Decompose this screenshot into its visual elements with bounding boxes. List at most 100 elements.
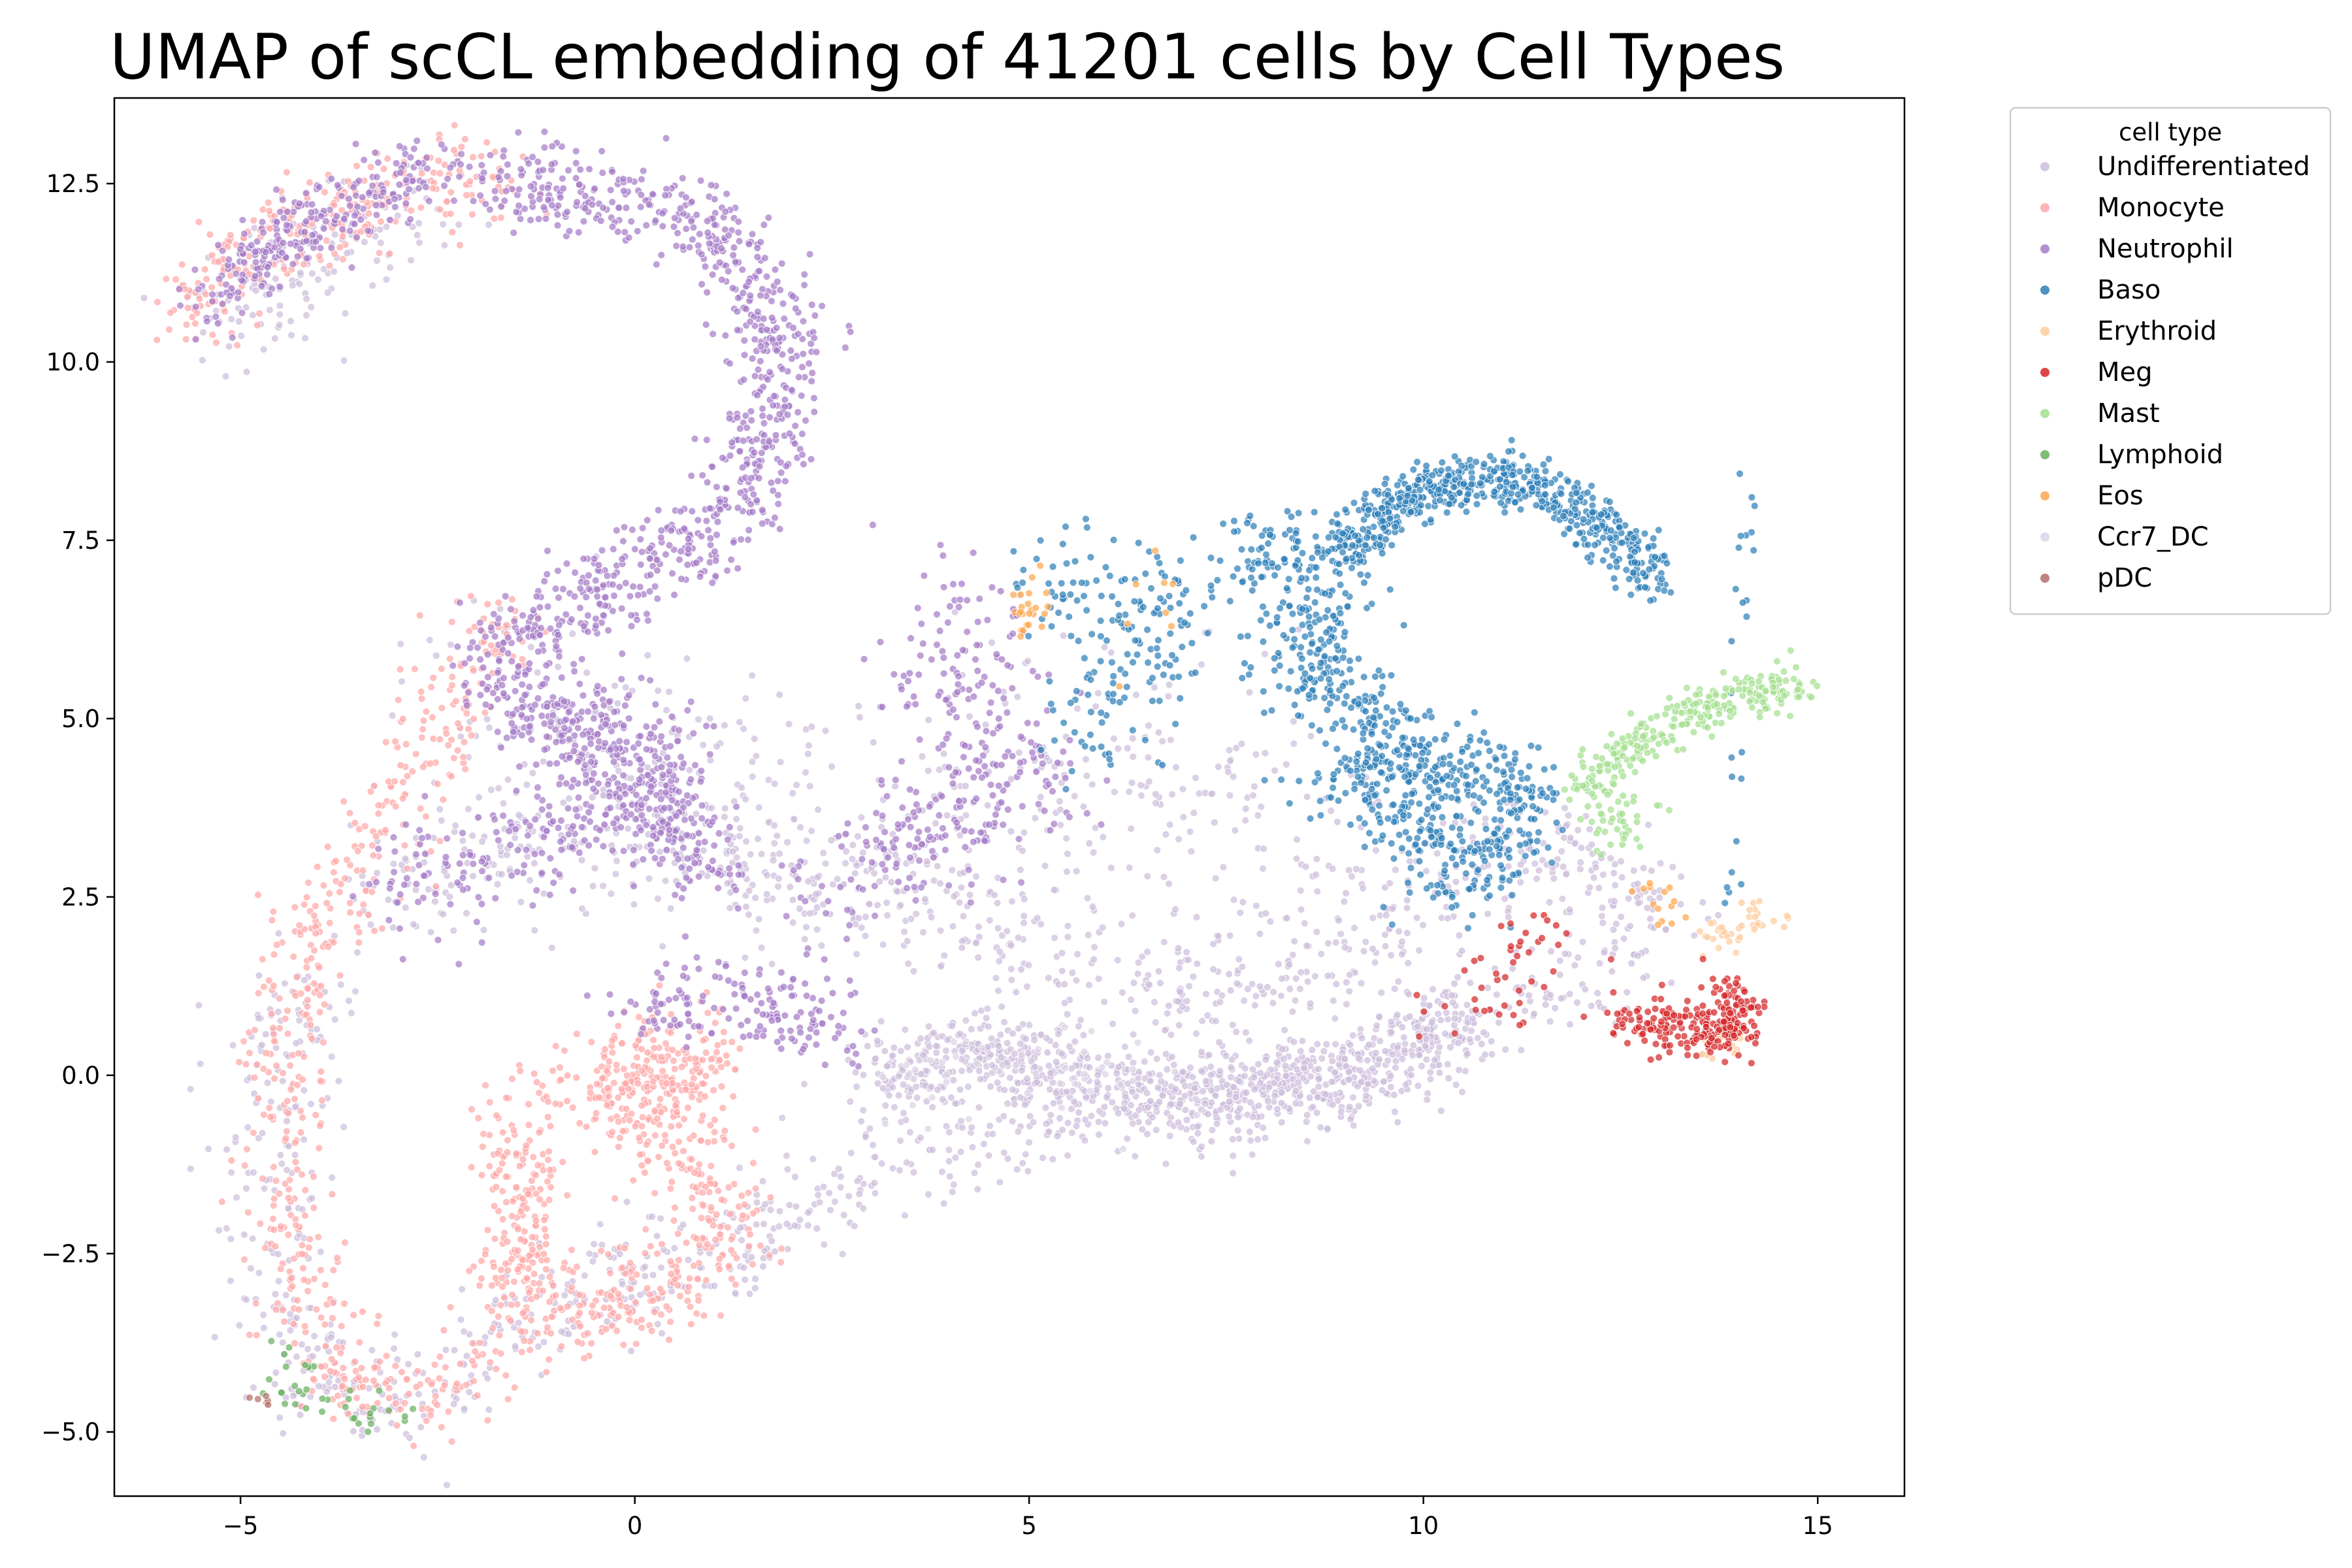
- scatter-point: [992, 974, 1000, 982]
- scatter-point: [713, 1041, 722, 1049]
- scatter-point: [1163, 1009, 1171, 1018]
- scatter-point: [318, 1096, 326, 1105]
- scatter-point: [275, 994, 284, 1003]
- scatter-point: [770, 779, 779, 788]
- scatter-point: [382, 275, 391, 284]
- scatter-point: [819, 1183, 828, 1191]
- scatter-point: [1209, 965, 1217, 973]
- scatter-point: [1125, 787, 1134, 796]
- scatter-point: [523, 1204, 531, 1213]
- scatter-point: [949, 1076, 958, 1085]
- scatter-point: [1075, 1022, 1083, 1030]
- scatter-point: [208, 283, 216, 291]
- scatter-point: [464, 805, 472, 813]
- scatter-point: [1437, 1016, 1445, 1024]
- scatter-point: [967, 1025, 975, 1034]
- scatter-point: [576, 1291, 583, 1299]
- scatter-point: [800, 935, 809, 943]
- scatter-point: [760, 1220, 768, 1228]
- scatter-point: [962, 782, 970, 790]
- scatter-point: [1388, 905, 1397, 913]
- scatter-point: [1261, 650, 1269, 658]
- scatter-point: [658, 1141, 666, 1150]
- scatter-point: [894, 1091, 903, 1100]
- scatter-point: [1525, 991, 1533, 1000]
- scatter-point: [433, 1401, 442, 1409]
- scatter-point: [1296, 985, 1304, 993]
- scatter-point: [1235, 955, 1243, 964]
- scatter-point: [1331, 1014, 1339, 1022]
- scatter-point: [589, 1257, 597, 1266]
- scatter-point: [267, 1113, 274, 1121]
- scatter-point: [246, 1049, 254, 1057]
- scatter-point: [804, 1209, 812, 1217]
- scatter-point: [646, 1242, 655, 1250]
- scatter-point: [265, 306, 274, 314]
- scatter-point: [388, 711, 397, 720]
- scatter-point: [454, 719, 462, 728]
- scatter-point: [731, 1065, 740, 1073]
- scatter-point: [289, 953, 298, 961]
- scatter-point: [353, 162, 361, 171]
- scatter-point: [1235, 1077, 1243, 1085]
- scatter-point: [431, 898, 439, 906]
- scatter-point: [607, 890, 615, 898]
- scatter-point: [557, 1075, 565, 1084]
- scatter-point: [248, 1234, 257, 1243]
- scatter-point: [1360, 947, 1368, 955]
- scatter-point: [1364, 1056, 1372, 1064]
- scatter-point: [752, 926, 760, 935]
- scatter-point: [1448, 998, 1457, 1007]
- scatter-point: [520, 1227, 529, 1235]
- scatter-point: [768, 1237, 776, 1245]
- scatter-point: [1661, 925, 1670, 934]
- scatter-point: [1094, 1071, 1102, 1079]
- scatter-point: [1171, 1085, 1179, 1093]
- scatter-point: [627, 774, 635, 783]
- scatter-point: [1124, 1079, 1132, 1088]
- scatter-point: [791, 440, 799, 448]
- scatter-point: [1072, 976, 1081, 985]
- scatter-point: [988, 1061, 996, 1070]
- scatter-point: [1328, 1057, 1337, 1066]
- scatter-point: [289, 1320, 298, 1328]
- scatter-point: [671, 1149, 679, 1158]
- scatter-point: [1313, 1040, 1322, 1048]
- scatter-point: [319, 1038, 327, 1047]
- scatter-point: [502, 1173, 510, 1181]
- scatter-point: [948, 866, 956, 874]
- scatter-point: [1227, 1063, 1235, 1071]
- scatter-point: [359, 1403, 367, 1411]
- scatter-point: [653, 1249, 661, 1258]
- scatter-point: [436, 735, 444, 743]
- scatter-point: [226, 1277, 235, 1285]
- scatter-point: [951, 1154, 960, 1162]
- scatter-point: [1157, 1077, 1166, 1085]
- scatter-point: [393, 1355, 402, 1364]
- scatter-point: [853, 1083, 861, 1091]
- scatter-point: [249, 1128, 257, 1137]
- scatter-point: [619, 1127, 627, 1135]
- scatter-point: [889, 1051, 897, 1060]
- scatter-point: [1003, 927, 1011, 936]
- scatter-point: [226, 231, 235, 239]
- scatter-point: [850, 1222, 858, 1230]
- scatter-point: [1094, 1054, 1102, 1062]
- scatter-point: [346, 809, 354, 817]
- scatter-point: [732, 853, 741, 862]
- scatter-point: [1369, 914, 1377, 922]
- scatter-point: [1179, 785, 1187, 793]
- scatter-point: [1152, 1126, 1160, 1134]
- scatter-point: [497, 214, 505, 222]
- scatter-point: [504, 1136, 512, 1145]
- scatter-point: [368, 1346, 376, 1354]
- scatter-point: [242, 1060, 250, 1068]
- scatter-point: [1198, 1152, 1205, 1161]
- scatter-point: [887, 878, 896, 887]
- scatter-point: [563, 1191, 572, 1200]
- scatter-point: [604, 1084, 612, 1092]
- scatter-point: [804, 1221, 812, 1230]
- scatter-point: [1014, 1079, 1022, 1087]
- scatter-point: [526, 1346, 534, 1354]
- scatter-point: [1633, 952, 1642, 960]
